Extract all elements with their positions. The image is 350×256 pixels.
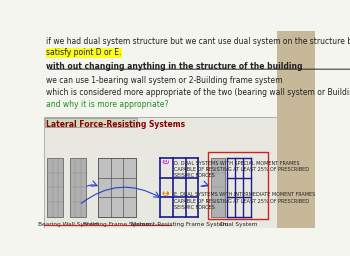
Text: which is considered more appropriate of the two (bearing wall system or Building: which is considered more appropriate of … bbox=[47, 88, 350, 97]
Text: we can use 1-bearing wall system or 2-Building frame system: we can use 1-bearing wall system or 2-Bu… bbox=[47, 76, 285, 85]
Circle shape bbox=[162, 191, 169, 196]
Bar bbox=[211, 158, 225, 217]
Bar bbox=[98, 158, 136, 217]
Text: with out changing anything in the structure of the building: with out changing anything in the struct… bbox=[47, 62, 303, 71]
Text: E: E bbox=[164, 191, 168, 196]
Circle shape bbox=[162, 159, 169, 164]
Bar bbox=[208, 152, 267, 219]
Text: E. DUAL SYSTEMS WITH INTERMEDIATE MOMENT FRAMES
CAPABLE OF RESISTING AT LEAST 25: E. DUAL SYSTEMS WITH INTERMEDIATE MOMENT… bbox=[174, 192, 315, 210]
Text: D: D bbox=[164, 159, 168, 164]
Bar bbox=[44, 118, 277, 228]
Text: Moment-Resisting Frame System: Moment-Resisting Frame System bbox=[131, 222, 228, 227]
Text: Lateral Force-Resisting Systems: Lateral Force-Resisting Systems bbox=[47, 120, 186, 130]
Bar bbox=[277, 31, 315, 228]
Text: and why it is more appropriate?: and why it is more appropriate? bbox=[47, 100, 169, 109]
Text: if we had dual system structure but we cant use dual system on the structure bec: if we had dual system structure but we c… bbox=[47, 37, 350, 46]
Text: Dual System: Dual System bbox=[220, 222, 258, 227]
Bar bbox=[47, 158, 63, 217]
Bar bbox=[70, 158, 86, 217]
Text: satisfy point D or E.: satisfy point D or E. bbox=[47, 48, 122, 57]
Bar bbox=[45, 119, 137, 127]
Text: D. DUAL SYSTEMS WITH SPECIAL MOMENT FRAMES
CAPABLE OF RESISTING AT LEAST 25% OF : D. DUAL SYSTEMS WITH SPECIAL MOMENT FRAM… bbox=[174, 161, 309, 178]
Text: Bearing Wall System: Bearing Wall System bbox=[38, 222, 99, 227]
Text: Building Frame System: Building Frame System bbox=[83, 222, 151, 227]
